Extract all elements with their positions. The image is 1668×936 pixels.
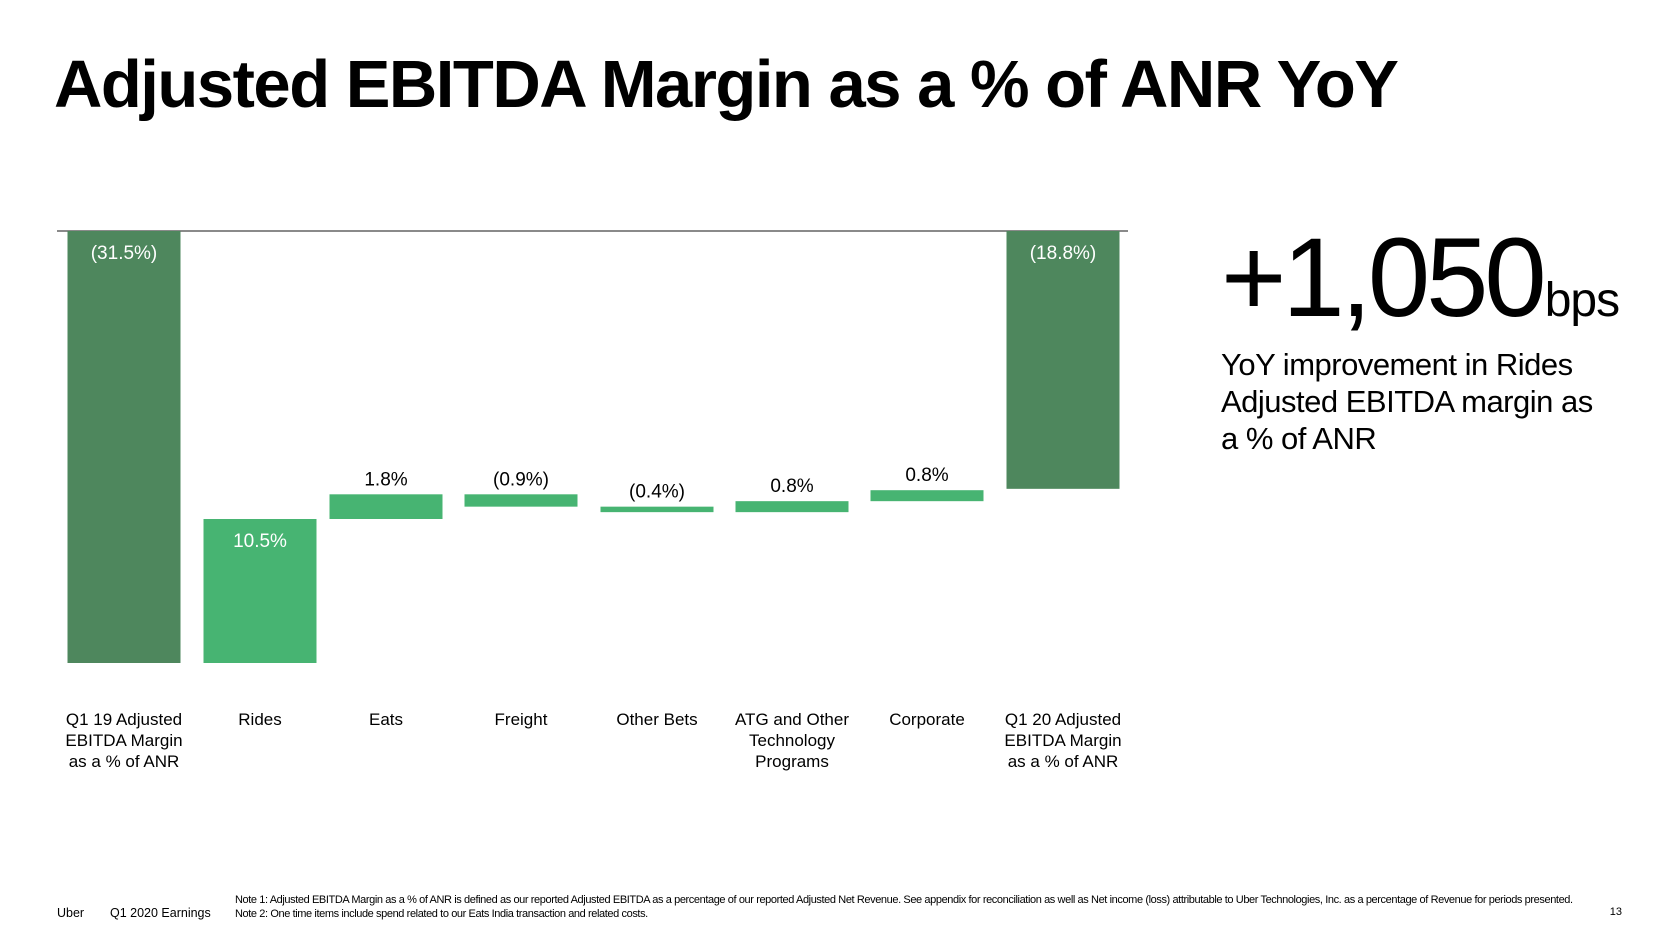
category-label-0: Q1 19 Adjusted EBITDA Margin as a % of ANR (65, 710, 183, 771)
data-label-3: (0.9%) (493, 469, 549, 490)
footer-period: Q1 2020 Earnings (110, 906, 211, 920)
waterfall-chart-svg: (31.5%) 10.5% 1.8% (0.9%) (0.4%) 0.8% 0.8% (18.… (57, 230, 1128, 663)
data-label-5: 0.8% (770, 476, 813, 497)
bar-6 (870, 490, 984, 502)
bar-3 (464, 494, 578, 507)
bar-1 (203, 519, 317, 663)
data-label-6: 0.8% (905, 465, 948, 486)
bar-0 (67, 231, 181, 663)
data-label-0: (31.5%) (91, 243, 158, 264)
bps-figure: +1,050 bps (1221, 222, 1661, 334)
category-label-6: Corporate (889, 710, 965, 729)
bar-5 (735, 501, 849, 513)
footer: Uber Q1 2020 Earnings Note 1: Adjusted E… (0, 886, 1668, 926)
waterfall-chart: (31.5%) 10.5% 1.8% (0.9%) (0.4%) 0.8% 0.8% (18.… (57, 230, 1128, 663)
page-number: 13 (1609, 906, 1622, 918)
category-label-2: Eats (368, 710, 404, 729)
footer-note: Note 1: Adjusted EBITDA Margin as a % of… (235, 894, 1573, 920)
category-label-3: Freight (494, 710, 548, 729)
improvement-callout: +1,050 bps YoY improvement in Rides Adju… (1221, 222, 1661, 457)
bar-7 (1006, 231, 1120, 489)
bar-4 (600, 506, 714, 513)
category-label-4: Other Bets (616, 710, 698, 729)
data-label-4: (0.4%) (629, 482, 685, 503)
callout-description: YoY improvement in Rides Adjusted EBITDA… (1221, 347, 1593, 456)
bps-value: +1,050 (1221, 215, 1547, 340)
data-label-1: 10.5% (233, 531, 287, 552)
data-label-7: (18.8%) (1030, 243, 1097, 264)
bps-unit: bps (1544, 274, 1620, 327)
data-label-2: 1.8% (364, 469, 407, 490)
category-label-5: ATG and Other Technology Programs (734, 710, 849, 771)
slide-title: Adjusted EBITDA Margin as a % of ANR YoY (54, 47, 1399, 122)
bar-2 (329, 494, 443, 519)
category-label-7: Q1 20 Adjusted EBITDA Margin as a % of ANR (1004, 710, 1122, 771)
category-label-1: Rides (238, 710, 282, 729)
footer-brand: Uber (57, 906, 85, 920)
